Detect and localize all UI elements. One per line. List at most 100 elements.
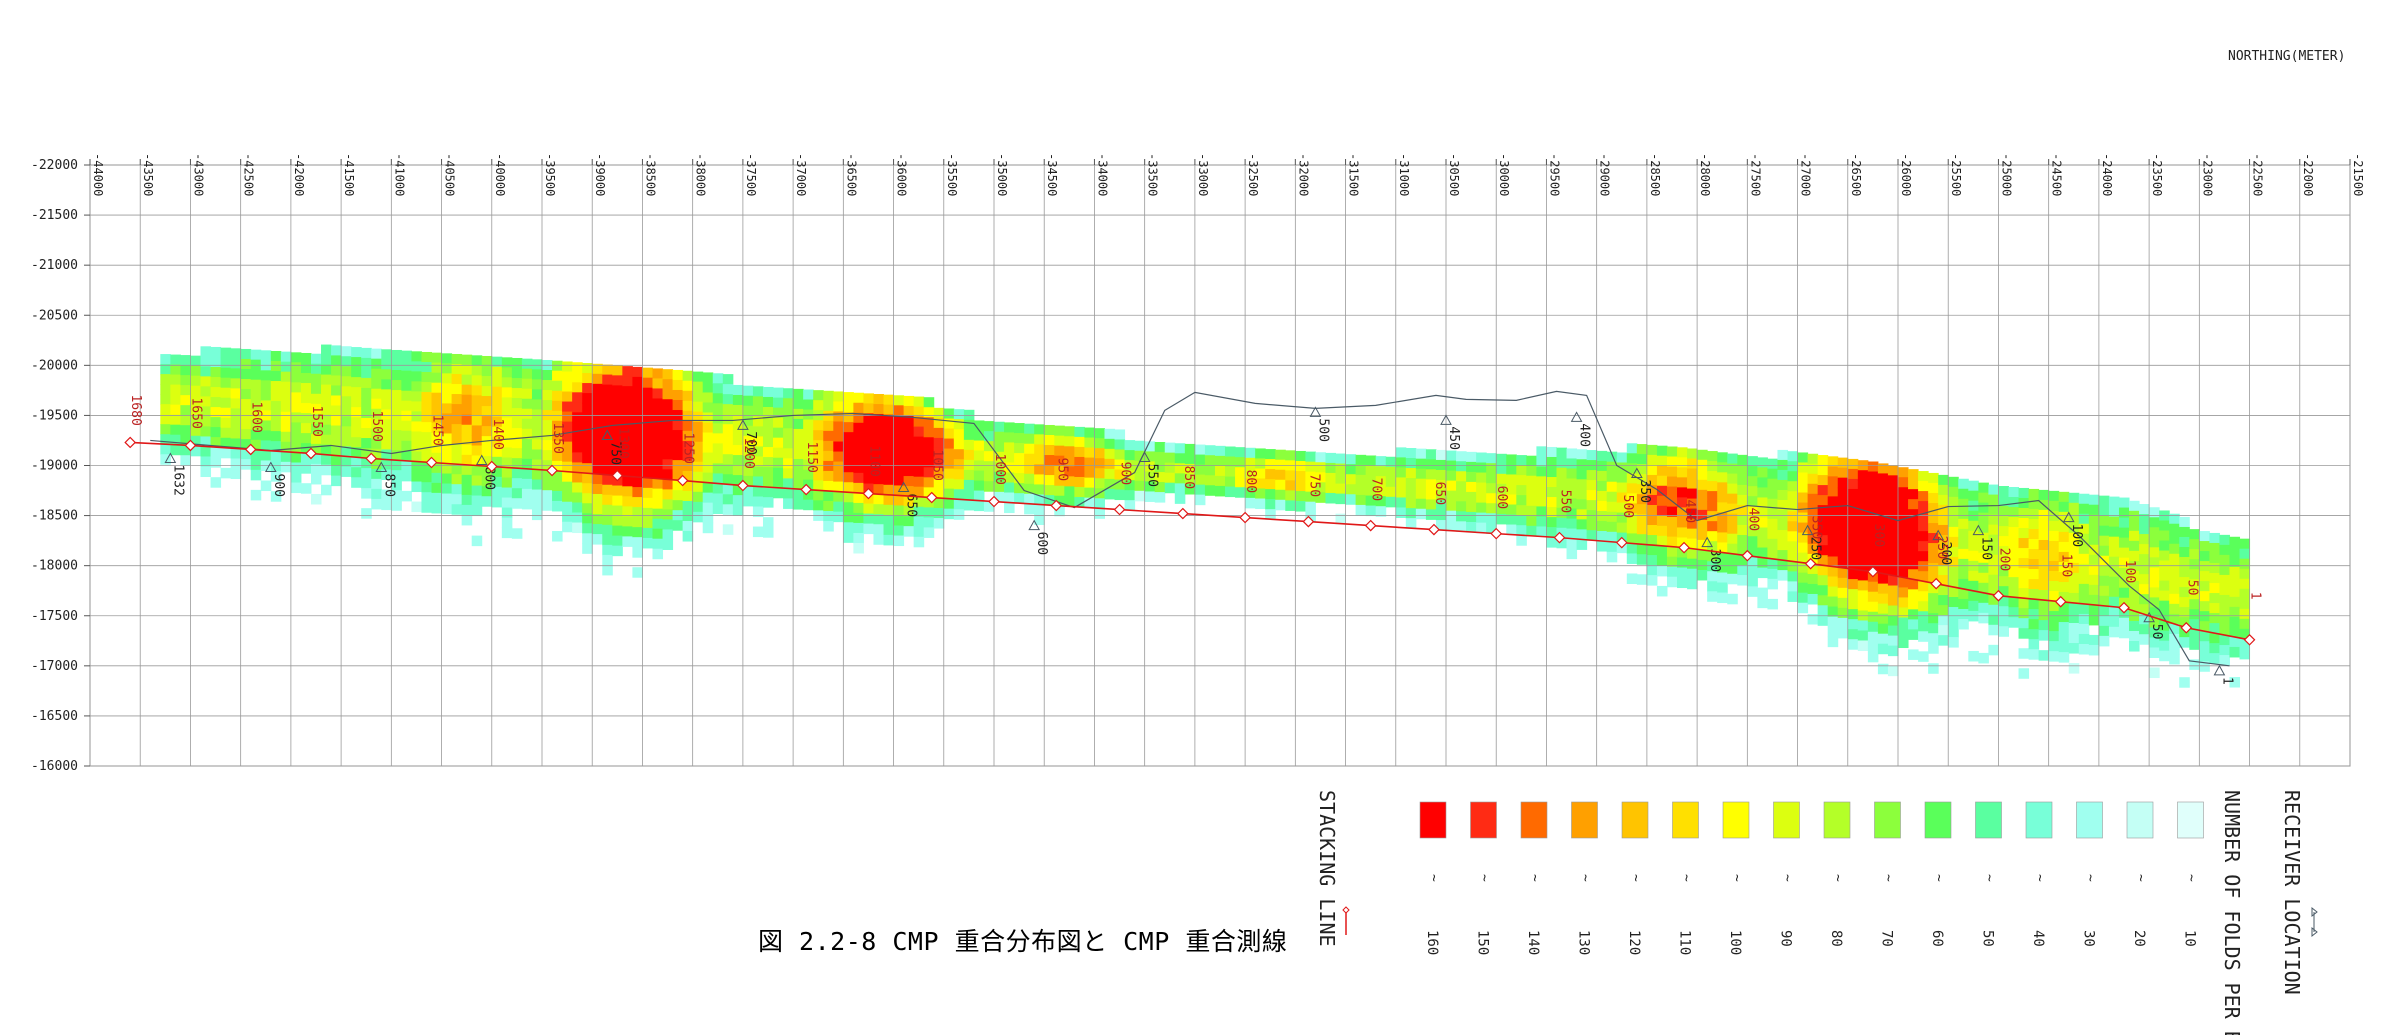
fold-cell [1084, 477, 1095, 489]
fold-cell [160, 434, 171, 445]
fold-cell [310, 383, 322, 395]
fold-cell [2189, 609, 2200, 620]
legend-swatch [1571, 801, 1598, 839]
fold-cell [1194, 484, 1206, 496]
fold-cell [2098, 565, 2110, 577]
fold-cell [1225, 486, 1236, 498]
fold-cell [1034, 514, 1045, 526]
fold-cell [1446, 500, 1457, 512]
fold-cell [1325, 482, 1337, 494]
fold-cell [2048, 581, 2060, 592]
fold-cell [722, 454, 734, 465]
fold-cell [762, 477, 774, 488]
fold-cell [582, 533, 593, 544]
fold-cell [361, 397, 372, 409]
fold-cell [180, 385, 191, 396]
fold-cell [632, 436, 643, 448]
fold-cell [1747, 476, 1758, 487]
fold-cell [983, 471, 995, 482]
x-tick-label: -39500 [543, 153, 557, 196]
fold-cell [2068, 502, 2080, 514]
fold-cell [2098, 585, 2110, 597]
fold-cell [240, 459, 252, 470]
fold-cell [2139, 554, 2150, 565]
fold-cell [431, 392, 443, 404]
fold-cell [2038, 630, 2050, 641]
fold-cell [622, 456, 633, 467]
fold-cell [632, 447, 643, 458]
fold-cell [2078, 633, 2090, 645]
fold-cell [682, 480, 694, 492]
fold-cell [1174, 473, 1186, 484]
fold-cell [1506, 524, 1517, 536]
fold-cell [1074, 446, 1085, 458]
fold-cell [190, 385, 201, 397]
fold-cell [1586, 530, 1598, 541]
fold-cell [612, 365, 623, 376]
fold-cell [2088, 514, 2100, 526]
fold-cell [1707, 591, 1718, 602]
fold-cell [943, 468, 955, 480]
fold-cell [1938, 514, 1949, 526]
fold-cell [1556, 527, 1568, 539]
fold-cell [331, 395, 342, 406]
fold-cell [1877, 523, 1889, 535]
fold-cell [2048, 651, 2060, 662]
fold-cell [220, 347, 232, 359]
fold-cell [903, 506, 915, 517]
fold-cell [521, 418, 533, 430]
fold-cell [1516, 505, 1527, 516]
fold-cell [773, 477, 784, 489]
fold-cell [2149, 577, 2160, 588]
fold-cell [280, 411, 292, 423]
fold-cell [2159, 650, 2170, 662]
figure-caption: 図 2.2-8 CMP 重合分布図と CMP 重合測線 [758, 927, 1288, 956]
fold-cell [190, 415, 201, 427]
fold-cell [2028, 619, 2040, 630]
fold-cell [2018, 507, 2030, 519]
fold-cell [612, 525, 623, 537]
fold-cell [2028, 639, 2040, 650]
fold-cell [2229, 586, 2241, 598]
fold-cell [702, 512, 714, 524]
fold-cell [1014, 443, 1025, 454]
fold-cell [2038, 620, 2050, 631]
legend-tilde: ~ [1982, 874, 1997, 882]
fold-cell [1114, 439, 1126, 450]
fold-cell [280, 361, 292, 373]
fold-cell [1094, 448, 1105, 459]
fold-cell [321, 444, 332, 456]
fold-cell [1797, 592, 1809, 604]
fold-cell [953, 409, 965, 420]
fold-cell [582, 413, 593, 424]
fold-cell [1516, 475, 1527, 486]
fold-cell [732, 495, 744, 506]
fold-cell [742, 465, 754, 477]
x-tick-label: -27000 [1799, 153, 1813, 196]
fold-cell [1797, 472, 1809, 484]
fold-cell [2068, 572, 2080, 584]
stacking-label: 50 [2184, 580, 2199, 596]
fold-cell [190, 425, 201, 437]
fold-cell [1004, 452, 1015, 463]
fold-cell [1948, 546, 1959, 558]
fold-cell [1757, 457, 1768, 468]
fold-cell [2189, 659, 2200, 670]
fold-cell [2008, 597, 2020, 608]
fold-cell [1737, 504, 1748, 516]
fold-cell [341, 436, 352, 447]
fold-cell [1867, 511, 1879, 523]
fold-cell [863, 413, 874, 424]
fold-cell [1586, 520, 1598, 531]
fold-cell [783, 428, 794, 439]
fold-cell [1134, 460, 1146, 472]
fold-cell [421, 351, 433, 363]
fold-cell [1887, 645, 1899, 657]
fold-cell [873, 474, 885, 485]
fold-cell [562, 411, 573, 423]
fold-cell [1887, 545, 1899, 556]
fold-cell [2068, 582, 2080, 594]
fold-cell [712, 493, 724, 504]
fold-cell [2179, 536, 2190, 548]
fold-cell [773, 457, 784, 469]
